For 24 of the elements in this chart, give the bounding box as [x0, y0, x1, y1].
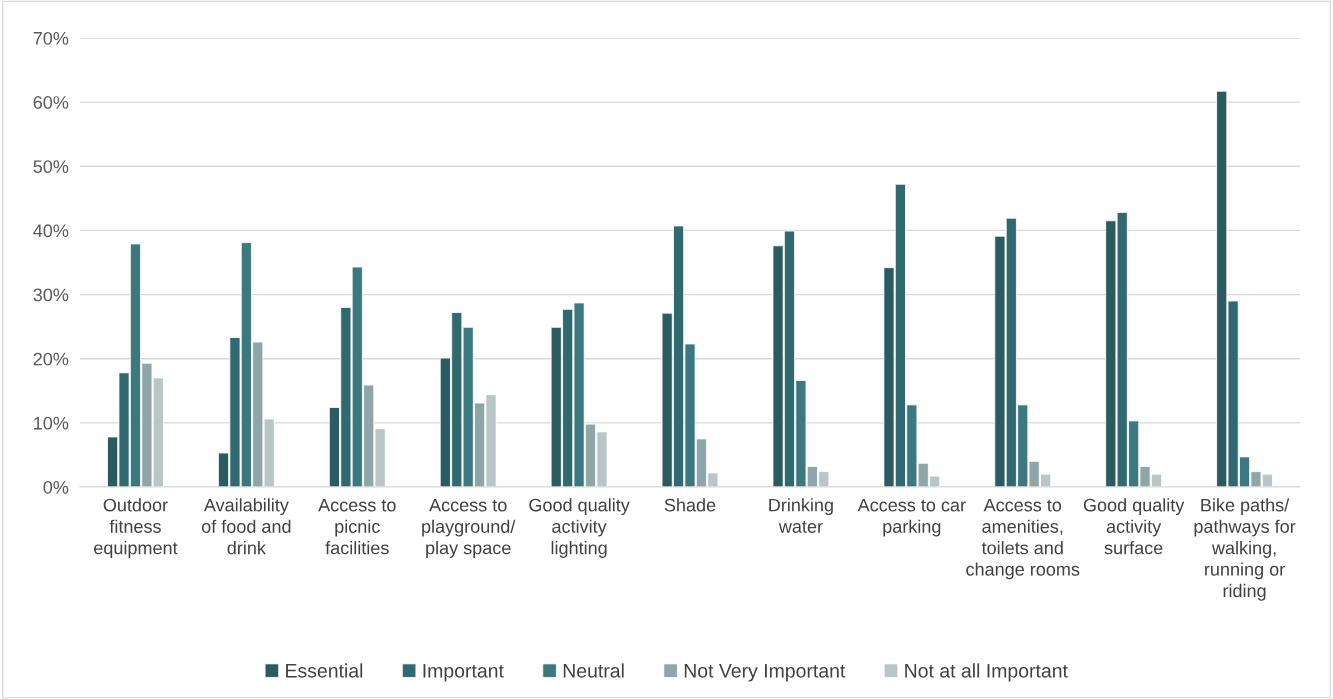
legend-label: Not Very Important — [684, 664, 846, 682]
y-tick-label: 0% — [43, 480, 69, 494]
y-tick-label: 50% — [33, 160, 69, 174]
x-tick-label: Good quality activity surface — [1083, 498, 1185, 555]
legend-label: Not at all Important — [905, 663, 1068, 682]
y-tick-label: 30% — [33, 288, 69, 302]
y-tick-label: 70% — [33, 31, 69, 45]
x-tick-label: Shade — [664, 498, 716, 512]
y-tick-label: 20% — [33, 352, 69, 366]
y-tick-label: 40% — [33, 224, 69, 238]
x-tick-label: Access to playground/ play space — [422, 498, 516, 558]
x-tick-label: Bike paths/ pathways for walking, running or riding — [1194, 498, 1296, 601]
x-tick-label: Outdoor fitness equipment — [94, 498, 178, 558]
legend-label: Neutral — [563, 663, 624, 678]
x-tick-label: Drinking water — [769, 498, 833, 533]
y-tick-label: 10% — [34, 416, 69, 430]
legend-label: Important — [423, 664, 504, 682]
y-tick-label: 60% — [33, 96, 69, 109]
x-tick-label: Access to car parking — [857, 498, 966, 537]
x-tick-label: Good quality activity lighting — [529, 498, 630, 558]
x-tick-label: Access to picnic facilities — [318, 498, 396, 555]
legend-label: Essential — [286, 663, 363, 678]
x-tick-label: Availability of food and drink — [201, 498, 291, 555]
x-tick-label: Access to amenities, toilets and change rooms — [966, 498, 1080, 580]
